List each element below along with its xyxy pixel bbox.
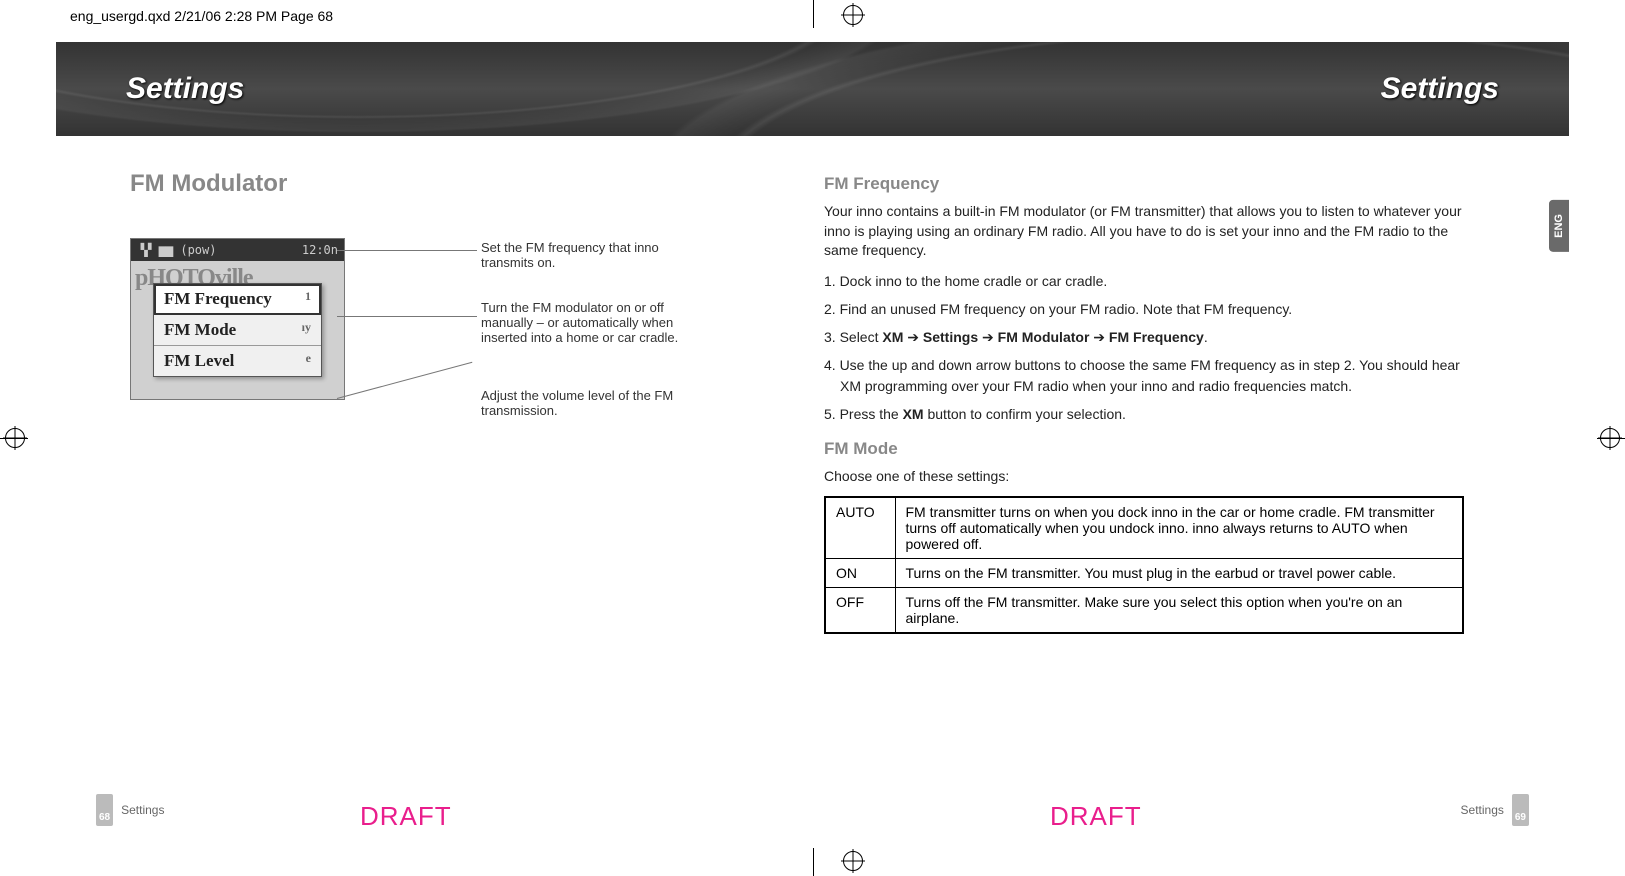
banner-title-left: Settings <box>126 72 244 106</box>
section-title: FM Modulator <box>130 170 770 198</box>
step-5: 5. Press the XM button to confirm your s… <box>824 404 1464 425</box>
status-left: ▝▞ ▆▆ (pow) <box>137 243 216 257</box>
table-row: ON Turns on the FM transmitter. You must… <box>825 559 1463 588</box>
mode-key: OFF <box>825 588 895 634</box>
step-text: . <box>1204 329 1208 345</box>
menu-item-indicator: 1 <box>305 289 311 309</box>
registration-mark <box>843 5 863 25</box>
callout-level: Adjust the volume level of the FM transm… <box>481 388 711 418</box>
registration-mark <box>5 428 25 448</box>
callouts-container: Set the FM frequency that inno transmits… <box>361 238 770 438</box>
mode-desc: Turns on the FM transmitter. You must pl… <box>895 559 1463 588</box>
crop-mark <box>813 0 814 28</box>
callout-line <box>337 316 477 317</box>
subsection-fm-frequency: FM Frequency <box>824 174 1464 194</box>
menu-item-label: FM Mode <box>164 320 236 340</box>
menu-item-fm-frequency: FM Frequency 1 <box>154 284 321 315</box>
menu-item-indicator: e <box>306 351 311 371</box>
draft-watermark: DRAFT <box>360 801 452 832</box>
mode-key: ON <box>825 559 895 588</box>
mode-key: AUTO <box>825 497 895 559</box>
menu-item-fm-mode: FM Mode ıy <box>154 315 321 346</box>
draft-watermark: DRAFT <box>1050 801 1142 832</box>
table-row: AUTO FM transmitter turns on when you do… <box>825 497 1463 559</box>
callout-line <box>337 250 477 251</box>
callout-line <box>337 362 472 399</box>
footer-right: Settings 69 <box>1461 794 1529 826</box>
registration-mark <box>843 851 863 871</box>
step-list: 1. Dock inno to the home cradle or car c… <box>824 271 1464 425</box>
device-menu: FM Frequency 1 FM Mode ıy FM Level e <box>153 283 322 377</box>
callout-mode: Turn the FM modulator on or off manually… <box>481 300 711 345</box>
table-row: OFF Turns off the FM transmitter. Make s… <box>825 588 1463 634</box>
subsection-fm-mode: FM Mode <box>824 439 1464 459</box>
page-left: FM Modulator ▝▞ ▆▆ (pow) 12:0n pHOTOvill… <box>130 170 770 438</box>
mode-desc: Turns off the FM transmitter. Make sure … <box>895 588 1463 634</box>
language-tab: ENG <box>1549 200 1569 252</box>
header-banner: Settings Settings <box>56 42 1569 136</box>
device-figure: ▝▞ ▆▆ (pow) 12:0n pHOTOville FM Frequenc… <box>130 238 770 438</box>
footer-label: Settings <box>1461 803 1504 817</box>
device-statusbar: ▝▞ ▆▆ (pow) 12:0n <box>131 239 344 261</box>
step-4: 4. Use the up and down arrow buttons to … <box>824 355 1464 397</box>
menu-item-indicator: ıy <box>302 320 311 340</box>
menu-item-label: FM Frequency <box>164 289 272 309</box>
fm-mode-table: AUTO FM transmitter turns on when you do… <box>824 496 1464 634</box>
arrow-icon: ➔ <box>978 329 998 345</box>
banner-title-right: Settings <box>1381 72 1499 106</box>
step-bold: FM Frequency <box>1109 329 1204 345</box>
mode-intro: Choose one of these settings: <box>824 467 1464 487</box>
crop-mark <box>813 848 814 876</box>
step-bold: XM <box>903 406 924 422</box>
registration-mark <box>1600 428 1620 448</box>
page-right: FM Frequency Your inno contains a built-… <box>824 170 1464 634</box>
device-screen-mock: ▝▞ ▆▆ (pow) 12:0n pHOTOville FM Frequenc… <box>130 238 345 400</box>
mode-desc: FM transmitter turns on when you dock in… <box>895 497 1463 559</box>
step-text: 5. Press the <box>824 406 903 422</box>
step-3: 3. Select XM ➔ Settings ➔ FM Modulator ➔… <box>824 327 1464 348</box>
menu-item-label: FM Level <box>164 351 234 371</box>
step-bold: XM <box>882 329 903 345</box>
page-number: 69 <box>1512 794 1529 826</box>
step-text: button to confirm your selection. <box>924 406 1126 422</box>
intro-text: Your inno contains a built-in FM modulat… <box>824 202 1464 261</box>
step-1: 1. Dock inno to the home cradle or car c… <box>824 271 1464 292</box>
file-info-header: eng_usergd.qxd 2/21/06 2:28 PM Page 68 <box>70 8 333 24</box>
step-text: 3. Select <box>824 329 882 345</box>
step-bold: FM Modulator <box>998 329 1090 345</box>
footer-label: Settings <box>121 803 164 817</box>
callout-frequency: Set the FM frequency that inno transmits… <box>481 240 711 270</box>
menu-item-fm-level: FM Level e <box>154 346 321 376</box>
footer-left: 68 Settings <box>96 794 164 826</box>
arrow-icon: ➔ <box>903 329 923 345</box>
page-number: 68 <box>96 794 113 826</box>
step-2: 2. Find an unused FM frequency on your F… <box>824 299 1464 320</box>
status-right: 12:0n <box>302 243 338 257</box>
arrow-icon: ➔ <box>1089 329 1109 345</box>
step-bold: Settings <box>923 329 978 345</box>
